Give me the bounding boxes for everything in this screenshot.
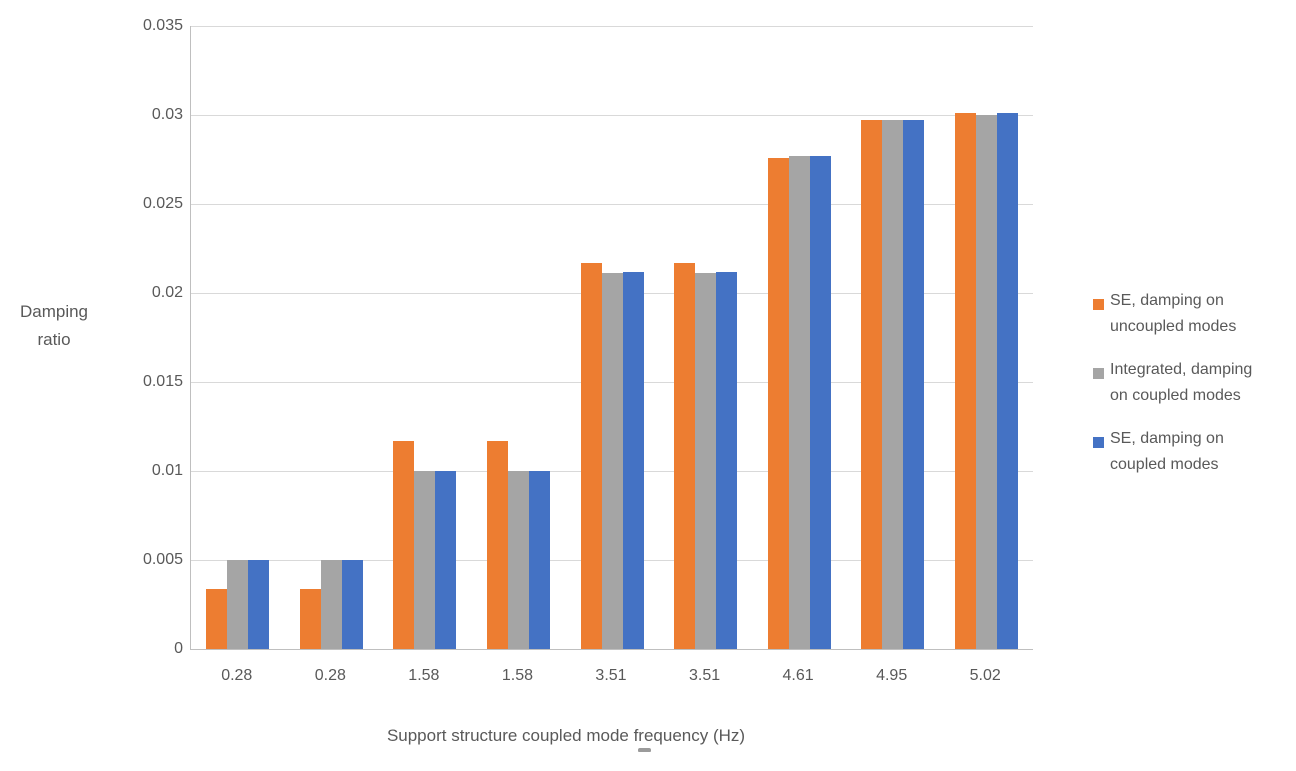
y-tick-label: 0 (174, 640, 183, 657)
bar (622, 271, 644, 649)
y-axis-title-line1: Damping (19, 302, 89, 321)
bar (435, 471, 457, 649)
bar (248, 560, 270, 649)
bar (767, 157, 789, 649)
bar (882, 120, 904, 649)
bar (954, 113, 976, 649)
cropped-text-artifact (638, 748, 651, 752)
bar-group (674, 262, 738, 649)
gridline (191, 26, 1033, 27)
gridline (191, 115, 1033, 116)
bar (716, 271, 738, 649)
bar-group (393, 440, 457, 649)
legend-label: Integrated, damping on coupled modes (1110, 361, 1253, 404)
bar (393, 440, 415, 649)
bar-group (486, 440, 550, 649)
bar-group (299, 560, 363, 649)
legend-label: SE, damping on uncoupled modes (1110, 292, 1237, 335)
plot-area (190, 26, 1033, 650)
bar (601, 273, 623, 649)
bar-group (767, 155, 831, 649)
bar (788, 155, 810, 649)
x-tick-label: 4.61 (782, 667, 814, 684)
legend-item: SE, damping on coupled modes (1093, 426, 1224, 478)
legend-swatch (1093, 437, 1104, 448)
y-tick-label: 0.03 (151, 106, 183, 123)
x-tick-label: 0.28 (221, 667, 253, 684)
bar (507, 471, 529, 649)
bar (975, 115, 997, 649)
gridline (191, 204, 1033, 205)
bar (206, 588, 228, 649)
x-tick-label: 5.02 (969, 667, 1001, 684)
bar (695, 273, 717, 649)
legend-swatch (1093, 299, 1104, 310)
bar (809, 155, 831, 649)
x-tick-label: 0.28 (314, 667, 346, 684)
y-tick-label: 0.02 (151, 284, 183, 301)
bar (414, 471, 436, 649)
legend-item: SE, damping on uncoupled modes (1093, 288, 1236, 340)
legend-swatch (1093, 368, 1104, 379)
bar (486, 440, 508, 649)
y-axis-title-line2: ratio (37, 330, 71, 349)
bar (299, 588, 321, 649)
bar (996, 113, 1018, 649)
legend-item: Integrated, damping on coupled modes (1093, 357, 1252, 409)
bar-group (954, 113, 1018, 649)
bar (674, 262, 696, 649)
bar-group (580, 262, 644, 649)
y-tick-label: 0.005 (142, 551, 183, 568)
bar (341, 560, 363, 649)
y-tick-label: 0.01 (151, 462, 183, 479)
bar (320, 560, 342, 649)
y-tick-label: 0.025 (142, 195, 183, 212)
x-axis-title: Support structure coupled mode frequency… (386, 726, 746, 745)
bar-group (206, 560, 270, 649)
y-tick-label: 0.015 (142, 373, 183, 390)
y-tick-label: 0.035 (142, 17, 183, 34)
bar (861, 120, 883, 649)
x-tick-label: 1.58 (408, 667, 440, 684)
x-tick-label: 3.51 (595, 667, 627, 684)
legend-label: SE, damping on coupled modes (1110, 430, 1224, 473)
bar-group (861, 120, 925, 649)
bar (227, 560, 249, 649)
y-axis-title: Damping ratio (8, 298, 100, 354)
x-tick-label: 3.51 (688, 667, 721, 684)
x-tick-label: 1.58 (501, 667, 533, 684)
bar (580, 262, 602, 649)
x-tick-label: 4.95 (876, 667, 908, 684)
bar (528, 471, 550, 649)
bar (903, 120, 925, 649)
